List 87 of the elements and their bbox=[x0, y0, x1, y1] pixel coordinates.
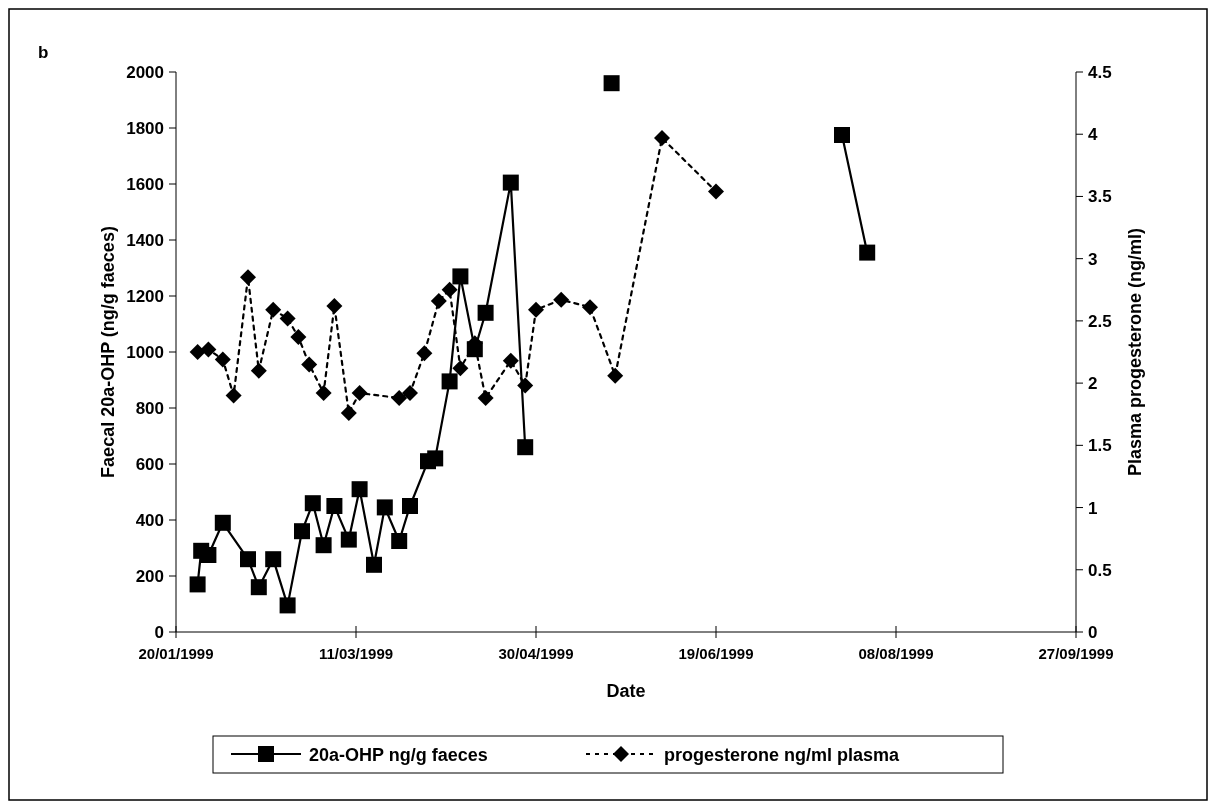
point bbox=[225, 387, 242, 404]
y-tick-label: 1000 bbox=[126, 343, 164, 362]
point bbox=[859, 244, 876, 261]
point bbox=[340, 531, 357, 548]
x-tick-label: 27/09/1999 bbox=[1038, 645, 1114, 662]
y-tick-label: 0 bbox=[154, 623, 164, 642]
point bbox=[517, 377, 534, 394]
point bbox=[452, 268, 469, 285]
point bbox=[304, 495, 321, 512]
point bbox=[477, 390, 494, 407]
y-axis-title: Faecal 20a-OHP (ng/g faeces) bbox=[98, 226, 118, 478]
point bbox=[366, 556, 382, 573]
point bbox=[301, 356, 318, 373]
point bbox=[214, 351, 231, 368]
point bbox=[279, 597, 296, 614]
y2-tick-label: 2 bbox=[1088, 374, 1098, 394]
y2-tick-label: 1.5 bbox=[1088, 436, 1112, 456]
text: b bbox=[38, 43, 49, 62]
y-tick-label: 2000 bbox=[126, 63, 164, 82]
y-tick-label: 1600 bbox=[126, 175, 164, 194]
point bbox=[214, 514, 231, 531]
x-tick-label: 08/08/1999 bbox=[858, 645, 934, 662]
point bbox=[402, 385, 418, 402]
point bbox=[452, 360, 469, 377]
legend-label: 20a-OHP ng/g faeces bbox=[309, 745, 488, 765]
y-tick-label: 1200 bbox=[126, 287, 164, 306]
point bbox=[200, 341, 217, 358]
point bbox=[376, 499, 393, 516]
y2-tick-label: 3.5 bbox=[1088, 187, 1112, 207]
y-tick-label: 400 bbox=[135, 511, 164, 530]
legend-label: progesterone ng/ml plasma bbox=[664, 745, 901, 765]
point bbox=[528, 301, 544, 318]
y-tick-label: 800 bbox=[135, 399, 164, 418]
x-tick-label: 20/01/1999 bbox=[138, 645, 214, 662]
y2-tick-label: 3 bbox=[1088, 249, 1098, 269]
point bbox=[250, 362, 267, 379]
point bbox=[279, 310, 296, 327]
point bbox=[416, 345, 433, 362]
point bbox=[294, 523, 310, 540]
y2-tick-label: 2.5 bbox=[1088, 311, 1112, 331]
y-tick-label: 600 bbox=[135, 455, 164, 474]
y2-tick-label: 4.5 bbox=[1088, 63, 1112, 82]
point bbox=[430, 292, 447, 309]
point bbox=[402, 498, 418, 514]
point bbox=[441, 373, 458, 390]
point bbox=[654, 129, 670, 146]
x-tick-label: 11/03/1999 bbox=[318, 645, 394, 662]
point bbox=[265, 301, 282, 318]
x-axis-title: Date bbox=[606, 681, 646, 701]
point bbox=[315, 385, 332, 402]
point bbox=[517, 439, 534, 456]
point bbox=[351, 385, 368, 402]
point bbox=[290, 329, 307, 346]
point bbox=[351, 481, 368, 498]
point bbox=[240, 551, 256, 568]
y2-tick-label: 1 bbox=[1088, 498, 1098, 518]
y-tick-label: 1400 bbox=[126, 231, 164, 250]
point bbox=[265, 551, 282, 568]
point bbox=[441, 281, 458, 298]
point bbox=[326, 297, 343, 314]
point bbox=[582, 299, 598, 316]
point bbox=[189, 344, 206, 360]
x-tick-label: 30/04/1999 bbox=[498, 645, 574, 662]
y2-axis-title: Plasma progesterone (ng/ml) bbox=[1125, 227, 1145, 477]
point bbox=[315, 537, 332, 554]
point bbox=[603, 75, 620, 92]
y-tick-label: 200 bbox=[135, 567, 164, 586]
point bbox=[834, 127, 850, 143]
point bbox=[553, 291, 570, 308]
y2-tick-label: 4 bbox=[1088, 125, 1098, 145]
point bbox=[607, 367, 624, 384]
point bbox=[708, 183, 724, 200]
point bbox=[250, 579, 267, 596]
y2-tick-label: 0 bbox=[1088, 623, 1098, 642]
point bbox=[391, 533, 408, 549]
point bbox=[340, 404, 357, 421]
point bbox=[326, 498, 343, 514]
point bbox=[427, 450, 444, 467]
point bbox=[240, 269, 256, 286]
point bbox=[189, 576, 206, 593]
point bbox=[502, 174, 519, 191]
y2-tick-label: 0.5 bbox=[1088, 560, 1112, 580]
point bbox=[391, 390, 408, 407]
x-tick-label: 19/06/1999 bbox=[678, 645, 754, 662]
y-tick-label: 1800 bbox=[126, 119, 164, 138]
point bbox=[502, 352, 519, 369]
point bbox=[477, 304, 494, 321]
